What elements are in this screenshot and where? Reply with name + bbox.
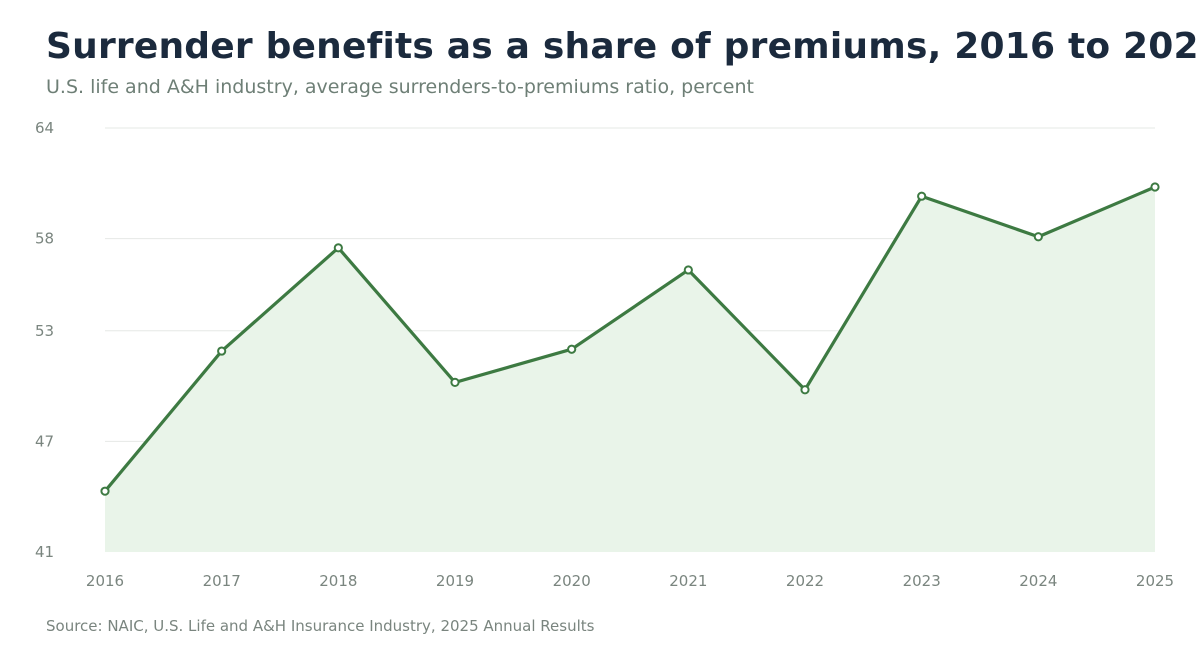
data-point-2025 bbox=[1150, 182, 1160, 192]
x-tick-label: 2022 bbox=[786, 572, 824, 590]
x-tick-label: 2023 bbox=[903, 572, 941, 590]
data-point-2018 bbox=[333, 243, 343, 253]
data-point-2016 bbox=[100, 486, 110, 496]
series-line-layer bbox=[103, 185, 1157, 493]
area-fill-layer bbox=[105, 186, 1155, 552]
x-tick-label: 2021 bbox=[669, 572, 707, 590]
y-tick-label: 64 bbox=[35, 119, 54, 137]
chart-title: Surrender benefits as a share of premium… bbox=[46, 26, 1200, 67]
data-points bbox=[100, 182, 1160, 496]
x-tick-label: 2020 bbox=[553, 572, 591, 590]
y-tick-label: 58 bbox=[35, 230, 54, 248]
chart-source: Source: NAIC, U.S. Life and A&H Insuranc… bbox=[46, 617, 595, 635]
data-point-2021 bbox=[683, 265, 693, 275]
x-tick-label: 2018 bbox=[319, 572, 357, 590]
x-tick-label: 2025 bbox=[1136, 572, 1174, 590]
y-tick-label: 41 bbox=[35, 543, 54, 561]
y-tick-label: 53 bbox=[35, 322, 54, 340]
x-tick-label: 2024 bbox=[1019, 572, 1057, 590]
y-axis-ticks: 41 47 53 58 64 bbox=[35, 119, 54, 561]
data-point-2024 bbox=[1033, 232, 1043, 242]
data-point-2022 bbox=[800, 385, 810, 395]
x-tick-label: 2019 bbox=[436, 572, 474, 590]
x-tick-label: 2016 bbox=[86, 572, 124, 590]
data-point-2020 bbox=[567, 344, 577, 354]
x-tick-label: 2017 bbox=[203, 572, 241, 590]
y-tick-label: 47 bbox=[35, 432, 54, 450]
series-line bbox=[103, 185, 1157, 493]
data-point-2019 bbox=[450, 377, 460, 387]
x-axis-ticks: 2016 2017 2018 2019 2020 2021 2022 2023 2024 2025 bbox=[86, 572, 1174, 590]
chart-subtitle: U.S. life and A&H industry, average surr… bbox=[46, 76, 754, 98]
area-fill bbox=[105, 186, 1155, 552]
data-point-2017 bbox=[217, 346, 227, 356]
data-point-2023 bbox=[917, 191, 927, 201]
